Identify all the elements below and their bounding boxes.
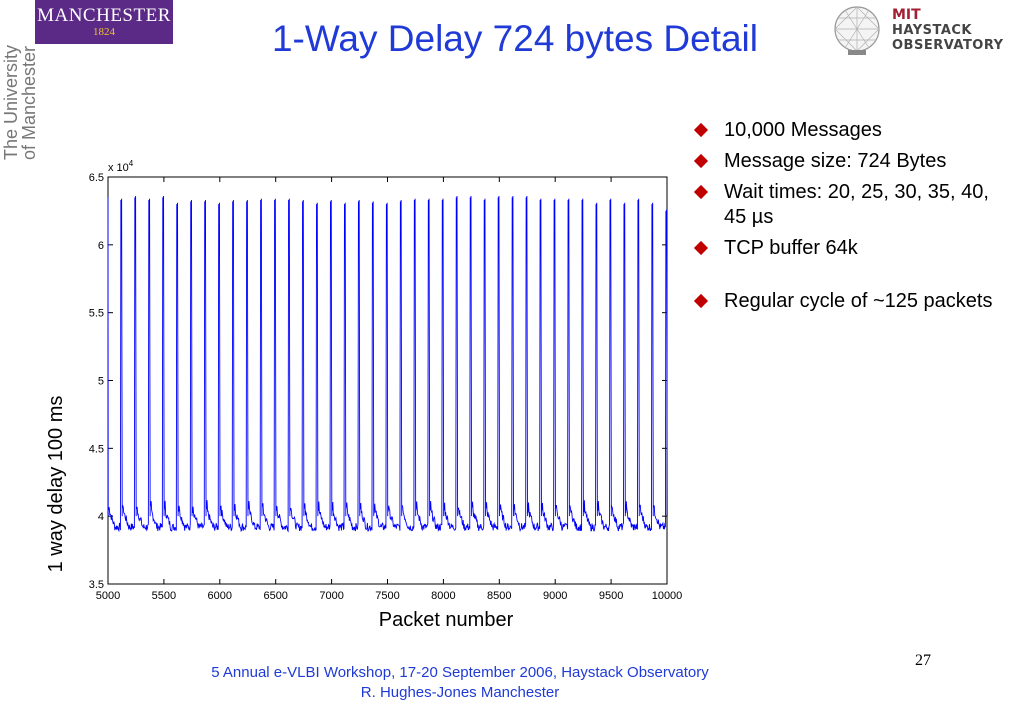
- x-tick-label: 9000: [543, 590, 567, 602]
- x-tick-label: 9500: [599, 590, 623, 602]
- x-tick-label: 10000: [652, 590, 683, 602]
- university-vertical-text: The University of Manchester: [1, 44, 39, 160]
- series-line: [107, 195, 668, 533]
- footer: 5 Annual e-VLBI Workshop, 17-20 Septembe…: [110, 663, 810, 703]
- manchester-logo-text: MANCHESTER: [37, 5, 171, 26]
- delay-chart: 3.5 4 4.5 5 5.5 6 6.5 5000 5500 6000 6500 7000 7500…: [45, 159, 683, 631]
- x-tick-label: 5500: [152, 590, 176, 602]
- y-multiplier-label: x 104: [108, 159, 134, 174]
- y-tick-label: 5.5: [89, 308, 104, 320]
- bullet-item: 10,000 Messages: [690, 118, 1010, 143]
- y-tick-label: 6.5: [89, 172, 104, 184]
- y-axis-label: 1 way delay 100 ms: [45, 396, 67, 573]
- mit-haystack-logo: MIT HAYSTACK OBSERVATORY: [892, 7, 1004, 54]
- x-axis-label: Packet number: [379, 609, 514, 631]
- y-tick-label: 6: [98, 240, 104, 252]
- x-tick-label: 6500: [263, 590, 287, 602]
- diamond-bullet-icon: [693, 122, 709, 138]
- bullet-item: Regular cycle of ~125 packets: [690, 289, 1010, 314]
- geodesic-dome-icon: [834, 6, 880, 55]
- x-tick-label: 8500: [487, 590, 511, 602]
- y-tick-label: 4: [98, 511, 104, 523]
- x-tick-label: 7500: [375, 590, 399, 602]
- x-tick-label: 5000: [96, 590, 120, 602]
- manchester-logo-year: 1824: [93, 26, 115, 38]
- bullet-item: Wait times: 20, 25, 30, 35, 40, 45 µs: [690, 180, 1010, 230]
- x-tick-label: 7000: [319, 590, 343, 602]
- bullet-item: Message size: 724 Bytes: [690, 149, 1010, 174]
- y-tick-label: 5: [98, 376, 104, 388]
- footer-line1: 5 Annual e-VLBI Workshop, 17-20 Septembe…: [211, 664, 709, 681]
- x-tick-label: 8000: [431, 590, 455, 602]
- y-tick-label: 4.5: [89, 443, 104, 455]
- bullet-item: TCP buffer 64k: [690, 236, 1010, 261]
- manchester-logo: MANCHESTER 1824: [35, 0, 173, 44]
- x-tick-label: 6000: [208, 590, 232, 602]
- slide-title: 1-Way Delay 724 bytes Detail: [271, 18, 758, 59]
- y-tick-label: 3.5: [89, 579, 104, 591]
- page-number: 27: [915, 652, 931, 669]
- footer-line2: R. Hughes-Jones Manchester: [360, 684, 560, 701]
- bullet-list: 10,000 Messages Message size: 724 Bytes …: [690, 118, 1010, 320]
